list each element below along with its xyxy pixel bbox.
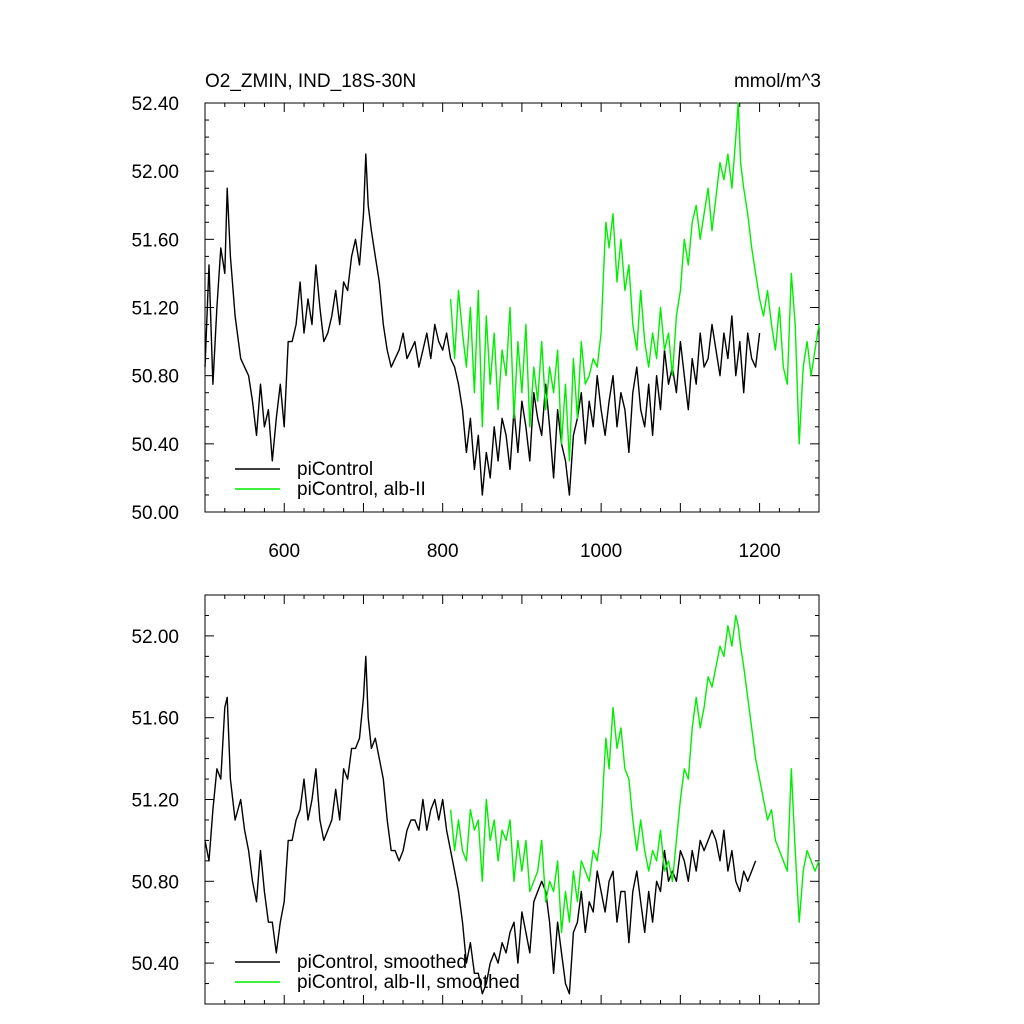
top-legend: piControl piControl, alb-II bbox=[235, 459, 426, 500]
y-tick-label: 50.80 bbox=[131, 367, 179, 388]
y-tick-label: 52.40 bbox=[131, 94, 179, 115]
x-tick-label: 1200 bbox=[738, 541, 780, 562]
bottom-plot-frame bbox=[204, 594, 820, 1005]
y-tick-label: 52.00 bbox=[131, 627, 179, 648]
y-tick-label: 52.00 bbox=[131, 162, 179, 183]
bottom-legend: piControl, smoothed piControl, alb-II, s… bbox=[235, 952, 520, 993]
y-tick-label: 51.20 bbox=[131, 299, 179, 320]
series-line-picontrol bbox=[204, 153, 761, 496]
legend-label-picontrol-smoothed: piControl, smoothed bbox=[297, 952, 467, 973]
y-tick-label: 50.00 bbox=[131, 503, 179, 524]
y-tick-label: 51.60 bbox=[131, 230, 179, 251]
legend-label-picontrol-alb-ii-smoothed: piControl, alb-II, smoothed bbox=[297, 972, 520, 993]
series-line-picontrol-alb-ii bbox=[449, 102, 820, 462]
top-panel-units: mmol/m^3 bbox=[734, 71, 821, 92]
y-tick-label: 50.80 bbox=[131, 872, 179, 893]
bottom-series-group bbox=[204, 614, 820, 995]
legend-label-picontrol-alb-ii: piControl, alb-II bbox=[297, 479, 426, 500]
y-tick-label: 50.40 bbox=[131, 954, 179, 975]
y-tick-label: 51.60 bbox=[131, 709, 179, 730]
top-series-group bbox=[204, 102, 820, 496]
x-tick-label: 600 bbox=[268, 541, 300, 562]
y-tick-label: 50.40 bbox=[131, 435, 179, 456]
series-line-picontrol-alb-ii-smoothed bbox=[449, 614, 820, 934]
series-line-picontrol-smoothed bbox=[204, 655, 757, 995]
top-panel: O2_ZMIN, IND_18S-30N mmol/m^3 50.00 50.40… bbox=[131, 71, 821, 562]
bottom-tick-group: 50.40 50.80 51.20 51.60 52.00 bbox=[131, 594, 820, 1005]
x-tick-label: 1000 bbox=[580, 541, 622, 562]
bottom-panel: 50.40 50.80 51.20 51.60 52.00 piControl, smo… bbox=[131, 594, 820, 1005]
y-tick-label: 51.20 bbox=[131, 791, 179, 812]
top-panel-title: O2_ZMIN, IND_18S-30N bbox=[205, 71, 416, 92]
x-tick-label: 800 bbox=[427, 541, 459, 562]
legend-label-picontrol: piControl bbox=[297, 459, 373, 480]
top-tick-group: 50.00 50.40 50.80 51.20 51.60 52.00 52.40 600 80… bbox=[131, 94, 820, 562]
